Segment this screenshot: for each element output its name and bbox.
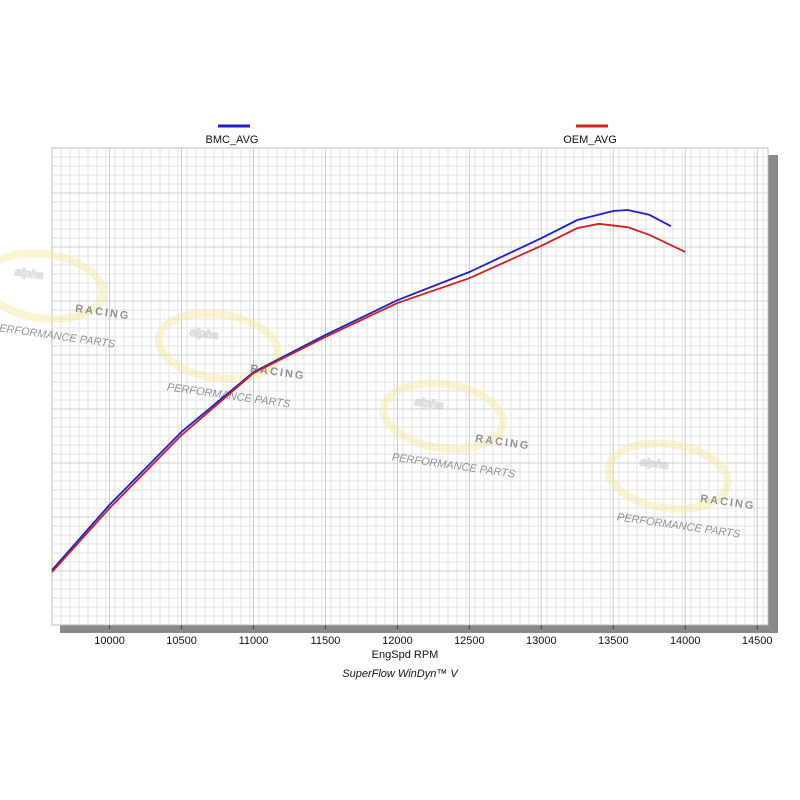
x-tick-label: 14500 xyxy=(742,635,773,647)
x-tick-label: 12500 xyxy=(454,635,485,647)
x-axis-label: EngSpd RPM xyxy=(372,649,439,661)
series-line xyxy=(51,222,686,573)
x-tick-label: 10000 xyxy=(94,635,125,647)
watermark-swoosh xyxy=(154,309,282,383)
watermark-swoosh xyxy=(604,439,732,513)
x-tick-label: 13500 xyxy=(598,635,629,647)
x-tick-label: 10500 xyxy=(166,635,197,647)
plot xyxy=(51,209,686,573)
shadow-bottom xyxy=(60,625,778,633)
subtitle: SuperFlow WinDyn™ V xyxy=(342,668,459,680)
x-tick-label: 14000 xyxy=(670,635,701,647)
series-line xyxy=(51,209,672,571)
x-tick-label: 13000 xyxy=(526,635,557,647)
legend-label: BMC_AVG xyxy=(206,134,259,146)
watermark-brand: alpha xyxy=(189,326,219,342)
legend-label: OEM_AVG xyxy=(563,134,617,146)
watermark-swoosh xyxy=(0,249,107,323)
watermark-brand: alpha xyxy=(414,396,444,412)
grid xyxy=(52,148,768,629)
watermark-brand: alpha xyxy=(14,266,44,282)
shadow-right xyxy=(768,155,778,633)
x-tick-label: 11000 xyxy=(239,635,269,647)
x-tick-label: 11500 xyxy=(311,635,341,647)
watermark-brand: alpha xyxy=(639,456,669,472)
plot-area xyxy=(51,147,769,626)
x-tick-label: 12000 xyxy=(382,635,413,647)
watermark-swoosh xyxy=(379,379,507,453)
